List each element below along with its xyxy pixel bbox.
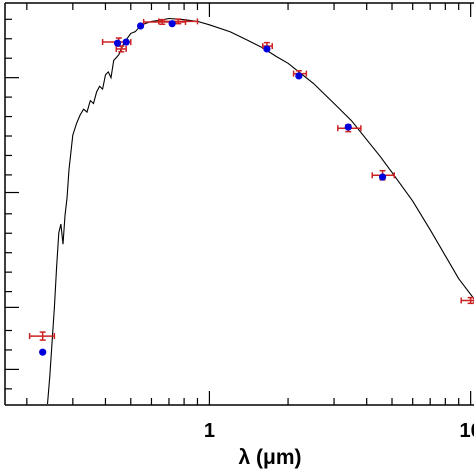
x-tick-label: 10: [460, 420, 474, 442]
synthetic-point: [136, 22, 145, 30]
synthetic-point: [263, 45, 271, 53]
x-tick-label: 1: [204, 420, 215, 442]
synthetic-point: [122, 38, 130, 46]
model-spectrum-line: [46, 17, 474, 404]
tick-labels: 1 10: [204, 420, 474, 442]
plot-frame: [4, 2, 474, 406]
axis-ticks: [5, 3, 472, 405]
synthetic-point: [39, 348, 47, 356]
synthetic-point: [168, 20, 176, 28]
synthetic-point: [295, 72, 303, 80]
synthetic-point: [113, 39, 122, 47]
synthetic-point: [378, 173, 387, 181]
synthetic-photometry: [39, 20, 387, 356]
observed-photometry: [28, 18, 474, 341]
model-spectrum: [46, 17, 474, 404]
synthetic-point: [344, 123, 352, 131]
x-axis-title: λ (μm): [238, 446, 301, 469]
